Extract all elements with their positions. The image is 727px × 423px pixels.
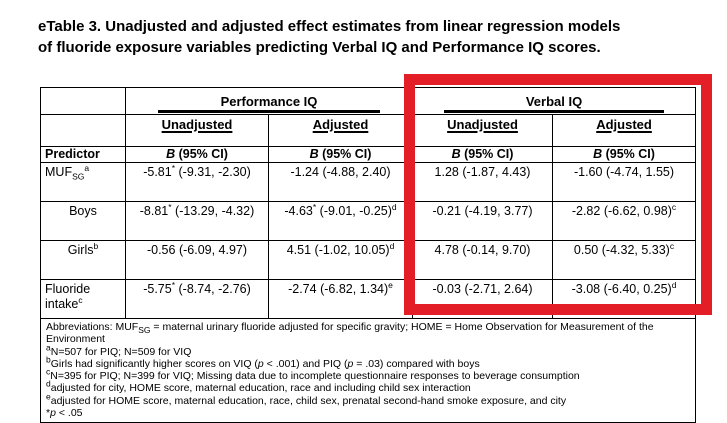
estimate-cell: -1.24 (-4.88, 2.40) <box>267 162 414 202</box>
performance-iq-label: Performance IQ <box>157 94 381 113</box>
estimate-cell: -5.81* (-9.31, -2.30) <box>125 162 269 202</box>
verbal-unadjusted-header: Unadjusted <box>412 114 554 147</box>
footnote-c: cN=395 for PIQ; N=399 for VIQ; Missing d… <box>46 366 580 383</box>
estimate-cell: 4.78 (-0.14, 9.70) <box>412 240 554 280</box>
b-ci-header: B (95% CI) <box>412 146 554 163</box>
table-row-mufsg: MUFSGa -5.81* (-9.31, -2.30) -1.24 (-4.8… <box>40 162 697 202</box>
verbal-iq-label: Verbal IQ <box>444 94 664 113</box>
table-title-line2: of fluoride exposure variables predictin… <box>38 39 601 56</box>
predictor-cell: Girlsb <box>40 240 126 280</box>
footnote-b: bGirls had significantly higher scores o… <box>46 354 480 370</box>
estimate-cell: 0.50 (-4.32, 5.33)c <box>552 240 697 280</box>
predictor-cell: MUFSGa <box>40 162 126 202</box>
performance-unadjusted-header: Unadjusted <box>125 114 269 147</box>
estimate-cell: 4.51 (-1.02, 10.05)d <box>267 240 414 280</box>
predictor-cell: Fluoride intakec <box>40 279 126 319</box>
etable3: Performance IQ Verbal IQ Unadjusted Adju… <box>39 87 697 423</box>
estimate-cell: -5.75* (-8.74, -2.76) <box>125 279 269 319</box>
b-ci-header: B (95% CI) <box>267 146 414 163</box>
predictor-header: Predictor <box>40 146 126 163</box>
model-type-header-row: Unadjusted Adjusted Unadjusted Adjusted <box>40 114 697 147</box>
footnote-abbreviations: Abbreviations: MUFSG = maternal urinary … <box>46 321 654 346</box>
stat-header-row: Predictor B (95% CI) B (95% CI) B (95% C… <box>40 146 697 163</box>
estimate-cell: -0.03 (-2.71, 2.64) <box>412 279 554 319</box>
footnotes-row: Abbreviations: MUFSG = maternal urinary … <box>39 317 697 423</box>
table-title: eTable 3. Unadjusted and adjusted effect… <box>38 16 703 58</box>
verbal-adjusted-header: Adjusted <box>552 114 697 147</box>
estimate-cell: -0.56 (-6.09, 4.97) <box>125 240 269 280</box>
performance-iq-section-header: Performance IQ <box>124 87 414 115</box>
footnote-e: eadjusted for HOME score, maternal educa… <box>46 391 567 407</box>
estimate-cell: -8.81* (-13.29, -4.32) <box>125 201 269 241</box>
estimate-cell: -0.21 (-4.19, 3.77) <box>412 201 554 241</box>
estimate-cell: -2.82 (-6.62, 0.98)c <box>552 201 697 241</box>
performance-adjusted-header: Adjusted <box>267 114 414 147</box>
estimate-cell: -2.74 (-6.82, 1.34)e <box>267 279 414 319</box>
section-header-row: Performance IQ Verbal IQ <box>40 87 697 115</box>
table-row-fluoride-intake: Fluoride intakec -5.75* (-8.74, -2.76) -… <box>40 279 697 319</box>
predictor-cell: Boys <box>40 201 126 241</box>
table-row-boys: Boys -8.81* (-13.29, -4.32) -4.63* (-9.0… <box>40 201 697 241</box>
footnote-pvalue: *p < .05 <box>46 407 83 420</box>
estimate-cell: -3.08 (-6.40, 0.25)d <box>552 279 697 319</box>
footnotes-cell: Abbreviations: MUFSG = maternal urinary … <box>39 317 697 423</box>
table-title-line1: eTable 3. Unadjusted and adjusted effect… <box>38 18 621 35</box>
estimate-cell: -1.60 (-4.74, 1.55) <box>552 162 697 202</box>
estimate-cell: 1.28 (-1.87, 4.43) <box>412 162 554 202</box>
table-row-girls: Girlsb -0.56 (-6.09, 4.97) 4.51 (-1.02, … <box>40 240 697 280</box>
footnote-a: aN=507 for PIQ; N=509 for VIQ <box>46 342 192 358</box>
empty-corner-cell <box>40 87 126 115</box>
estimate-cell: -4.63* (-9.01, -0.25)d <box>267 201 414 241</box>
b-ci-header: B (95% CI) <box>552 146 697 163</box>
empty-cell <box>40 114 126 147</box>
footnote-d: dadjusted for city, HOME score, maternal… <box>46 378 471 395</box>
b-ci-header: B (95% CI) <box>125 146 269 163</box>
verbal-iq-section-header: Verbal IQ <box>412 87 697 115</box>
